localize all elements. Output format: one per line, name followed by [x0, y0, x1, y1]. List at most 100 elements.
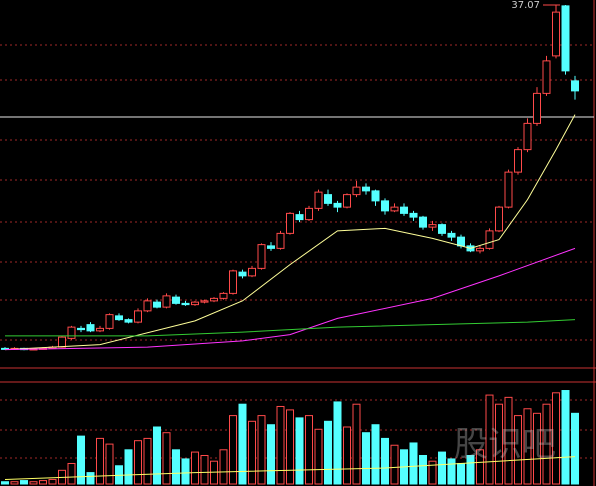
- volume-bar: [48, 478, 57, 485]
- candle-body: [162, 295, 171, 308]
- candle-body: [67, 326, 76, 339]
- watermark: 股识吧: [454, 425, 556, 465]
- max-price-label: 37.07: [511, 0, 540, 11]
- candle-body: [419, 216, 427, 228]
- candle-body: [333, 202, 342, 208]
- volume-bar: [257, 415, 266, 485]
- volume-bar: [295, 417, 304, 485]
- volume-bar: [352, 403, 361, 485]
- candle-body: [172, 296, 180, 304]
- volume-bar: [533, 412, 541, 485]
- volume-bar: [181, 458, 190, 485]
- volume-bar: [172, 449, 180, 485]
- candle-body: [238, 271, 247, 277]
- volume-average: [4, 456, 576, 480]
- candle-body: [305, 207, 313, 221]
- candle-body: [371, 190, 380, 202]
- volume-bar: [561, 390, 570, 485]
- volume-bar: [371, 424, 380, 485]
- candle-body: [552, 11, 560, 57]
- volume-bar: [67, 462, 76, 485]
- candle-body: [295, 214, 304, 221]
- candle-body: [248, 267, 256, 277]
- moving-average: [5, 319, 576, 337]
- candle-body: [257, 244, 266, 269]
- candle-body: [485, 230, 494, 249]
- candle-body: [219, 292, 228, 299]
- volume-bar: [333, 401, 342, 485]
- volume-bar: [428, 460, 437, 485]
- candle-body: [447, 232, 456, 238]
- volume-bar: [105, 443, 114, 485]
- candle-body: [343, 194, 351, 208]
- candle-body: [200, 300, 209, 303]
- moving-average: [4, 247, 576, 351]
- candle-body: [191, 301, 199, 306]
- candle-body: [267, 245, 275, 249]
- volume-bar: [514, 415, 522, 485]
- volume-bar: [134, 440, 142, 485]
- candle-body: [105, 314, 114, 329]
- volume-bar: [286, 409, 294, 485]
- volume-bar: [219, 449, 228, 485]
- volume-bar: [153, 426, 161, 485]
- volume-bar: [447, 458, 456, 485]
- candle-body: [561, 5, 570, 72]
- volume-bar: [495, 403, 503, 485]
- volume-bar: [552, 392, 560, 485]
- candle-body: [143, 300, 152, 312]
- volume-bar: [523, 408, 532, 485]
- candle-body: [276, 232, 285, 249]
- volume-bar: [276, 405, 285, 485]
- candle-body: [352, 186, 361, 196]
- volume-bar: [324, 420, 332, 485]
- candle-body: [134, 310, 142, 323]
- volume-bar: [162, 432, 171, 485]
- volume-bar: [419, 455, 427, 485]
- volume-bar: [476, 449, 484, 485]
- volume-bar: [77, 435, 85, 485]
- candle-body: [115, 315, 123, 321]
- volume-bar: [1, 481, 9, 485]
- candle-body: [542, 60, 551, 94]
- candle-body: [514, 149, 522, 173]
- volume-bar: [191, 451, 199, 485]
- candle-body: [400, 206, 408, 214]
- volume-bar: [504, 396, 513, 485]
- volume-bar: [438, 451, 446, 485]
- volume-bar: [229, 415, 237, 485]
- candle-body: [523, 122, 532, 151]
- candle-body: [58, 336, 66, 348]
- candle-body: [362, 186, 370, 192]
- candle-body: [457, 236, 465, 247]
- volume-bar: [362, 432, 370, 485]
- candle-body: [210, 297, 218, 302]
- candle-body: [124, 319, 133, 323]
- volume-bar: [29, 481, 38, 485]
- volume-bar: [390, 444, 399, 485]
- candle-body: [181, 302, 190, 306]
- volume-bar: [267, 424, 275, 485]
- volume-bar: [124, 449, 133, 485]
- volume-bar: [381, 437, 389, 485]
- candle-body: [153, 301, 161, 308]
- moving-average: [4, 114, 576, 351]
- candle-body: [476, 247, 484, 252]
- candle-body: [229, 270, 237, 294]
- volume-bar: [343, 426, 351, 485]
- candle-body: [504, 171, 513, 208]
- volume-bar: [314, 428, 323, 485]
- candle-body: [428, 224, 437, 228]
- volume-bar: [238, 403, 247, 485]
- candle-body: [324, 194, 332, 204]
- candle-body: [381, 200, 389, 212]
- volume-bar: [305, 415, 313, 485]
- candle-body: [390, 206, 399, 212]
- candle-body: [286, 212, 294, 234]
- volume-bar: [485, 394, 494, 485]
- volume-bar: [466, 455, 475, 485]
- volume-bar: [200, 455, 209, 485]
- volume-bar: [39, 480, 47, 485]
- candle-body: [314, 191, 323, 209]
- volume-bar: [20, 480, 28, 485]
